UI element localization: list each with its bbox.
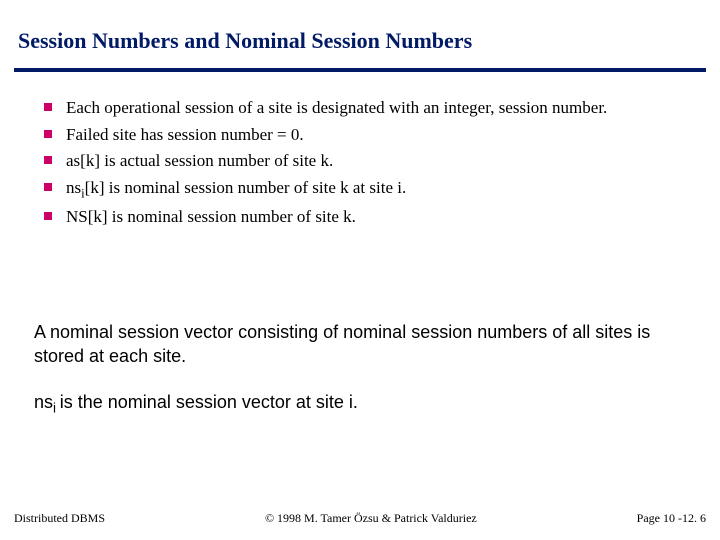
paragraph-2: nsi is the nominal session vector at sit…: [34, 392, 684, 416]
footer-center: © 1998 M. Tamer Özsu & Patrick Valduriez: [265, 511, 477, 526]
slide-title: Session Numbers and Nominal Session Numb…: [18, 28, 472, 54]
footer: Distributed DBMS © 1998 M. Tamer Özsu & …: [14, 511, 706, 526]
footer-left: Distributed DBMS: [14, 511, 105, 526]
title-rule: [14, 68, 706, 72]
paragraph-1: A nominal session vector consisting of n…: [34, 320, 684, 369]
bullet-item: nsi[k] is nominal session number of site…: [66, 176, 686, 203]
footer-right: Page 10 -12. 6: [637, 511, 706, 526]
bullet-item: as[k] is actual session number of site k…: [66, 149, 686, 174]
bullet-item: NS[k] is nominal session number of site …: [66, 205, 686, 230]
bullet-list: Each operational session of a site is de…: [66, 96, 686, 231]
bullet-item: Each operational session of a site is de…: [66, 96, 686, 121]
bullet-item: Failed site has session number = 0.: [66, 123, 686, 148]
